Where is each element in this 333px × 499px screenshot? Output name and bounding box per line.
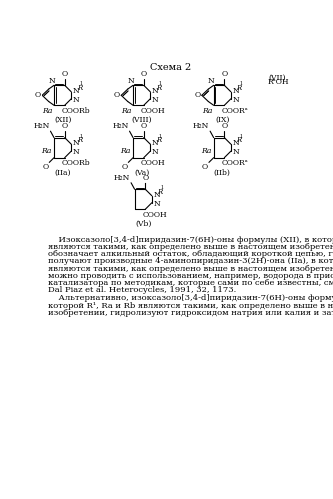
Text: O: O	[114, 91, 120, 99]
Text: H₂N: H₂N	[193, 122, 209, 130]
Text: R: R	[77, 136, 82, 144]
Text: COORᵃ: COORᵃ	[221, 159, 248, 167]
Text: (XII): (XII)	[54, 116, 71, 124]
Text: (VII): (VII)	[268, 74, 285, 82]
Text: N: N	[73, 87, 80, 95]
Text: O: O	[62, 70, 68, 78]
Text: 1: 1	[239, 134, 242, 139]
Text: Ra: Ra	[121, 107, 132, 115]
Text: получают производные 4-аминопиридазин-3(2H)-она (IIa), в которых R¹, Ra и Rb: получают производные 4-аминопиридазин-3(…	[48, 257, 333, 265]
Text: R: R	[156, 136, 161, 144]
Text: являются такими, как определено выше в настоящем изобретении, и Rb: являются такими, как определено выше в н…	[48, 244, 333, 251]
Text: R: R	[157, 188, 163, 196]
Text: O: O	[141, 122, 147, 130]
Text: R: R	[77, 84, 82, 92]
Text: N: N	[73, 139, 80, 147]
Text: COORb: COORb	[62, 159, 90, 167]
Text: Ra: Ra	[202, 107, 212, 115]
Text: N: N	[232, 96, 239, 104]
Text: N: N	[152, 139, 159, 147]
Text: O: O	[42, 163, 49, 171]
Text: N: N	[152, 148, 159, 156]
Text: N: N	[73, 148, 80, 156]
Text: N: N	[73, 96, 80, 104]
Text: O: O	[221, 70, 227, 78]
Text: N: N	[232, 87, 239, 95]
Text: N: N	[152, 96, 159, 104]
Text: (IX): (IX)	[215, 116, 229, 124]
Text: COOH: COOH	[142, 211, 167, 219]
Text: (IIa): (IIa)	[54, 169, 71, 177]
Text: R: R	[236, 136, 241, 144]
Text: N: N	[154, 191, 160, 199]
Text: Ra: Ra	[120, 147, 131, 155]
Text: обозначает алкильный остаток, обладающий короткой цепью, гидрируют и: обозначает алкильный остаток, обладающий…	[48, 250, 333, 258]
Text: Ra: Ra	[41, 147, 52, 155]
Text: O: O	[122, 163, 128, 171]
Text: COORᵃ: COORᵃ	[221, 107, 248, 115]
Text: O: O	[202, 163, 208, 171]
Text: (Vb): (Vb)	[135, 220, 152, 228]
Text: COORb: COORb	[62, 107, 90, 115]
Text: O: O	[35, 91, 41, 99]
Text: N: N	[208, 77, 215, 85]
Text: RᵃOH: RᵃOH	[268, 78, 289, 86]
Text: R: R	[236, 84, 241, 92]
Text: Изоксазоло[3,4-d]пиридазин-7(6H)-оны формулы (XII), в которой R¹ и Ra: Изоксазоло[3,4-d]пиридазин-7(6H)-оны фор…	[48, 236, 333, 244]
Text: N: N	[48, 77, 55, 85]
Text: H₂N: H₂N	[112, 122, 129, 130]
Text: являются такими, как определено выше в настоящем изобретении. Гидрирование: являются такими, как определено выше в н…	[48, 264, 333, 272]
Text: N: N	[232, 148, 239, 156]
Text: 1: 1	[80, 81, 83, 86]
Text: O: O	[142, 174, 149, 182]
Text: N: N	[154, 200, 160, 208]
Text: O: O	[141, 70, 147, 78]
Text: COOH: COOH	[141, 107, 166, 115]
Text: N: N	[152, 87, 159, 95]
Text: 1: 1	[161, 185, 164, 190]
Text: O: O	[62, 122, 68, 130]
Text: изобретении, гидролизуют гидроксидом натрия или калия и затем полученный: изобретении, гидролизуют гидроксидом нат…	[48, 308, 333, 316]
Text: (Va): (Va)	[134, 169, 149, 177]
Text: (VIII): (VIII)	[132, 116, 152, 124]
Text: Ra: Ra	[201, 147, 211, 155]
Text: 1: 1	[159, 134, 162, 139]
Text: 1: 1	[159, 81, 162, 86]
Text: Схема 2: Схема 2	[150, 63, 191, 72]
Text: можно проводить с использованием, например, водорода в присутствии: можно проводить с использованием, наприм…	[48, 271, 333, 279]
Text: COOH: COOH	[141, 159, 166, 167]
Text: которой R¹, Ra и Rb являются такими, как определено выше в настоящем: которой R¹, Ra и Rb являются такими, как…	[48, 301, 333, 309]
Text: O: O	[194, 91, 200, 99]
Text: Dal Piaz et al. Heterocycles, 1991, 32, 1173.: Dal Piaz et al. Heterocycles, 1991, 32, …	[48, 286, 236, 294]
Text: H₂N: H₂N	[114, 174, 130, 182]
Text: O: O	[221, 122, 227, 130]
Text: H₂N: H₂N	[33, 122, 50, 130]
Text: R: R	[156, 84, 161, 92]
Text: Ra: Ra	[42, 107, 53, 115]
Text: 1: 1	[80, 134, 83, 139]
Text: N: N	[128, 77, 134, 85]
Text: N: N	[232, 139, 239, 147]
Text: Альтернативно, изоксазоло[3,4-d]пиридазин-7(6H)-оны формулы (XII), в: Альтернативно, изоксазоло[3,4-d]пиридази…	[48, 294, 333, 302]
Text: 1: 1	[239, 81, 242, 86]
Text: (IIb): (IIb)	[214, 169, 231, 177]
Text: катализатора по методикам, которые сами по себе известны, см., например, V.: катализатора по методикам, которые сами …	[48, 279, 333, 287]
